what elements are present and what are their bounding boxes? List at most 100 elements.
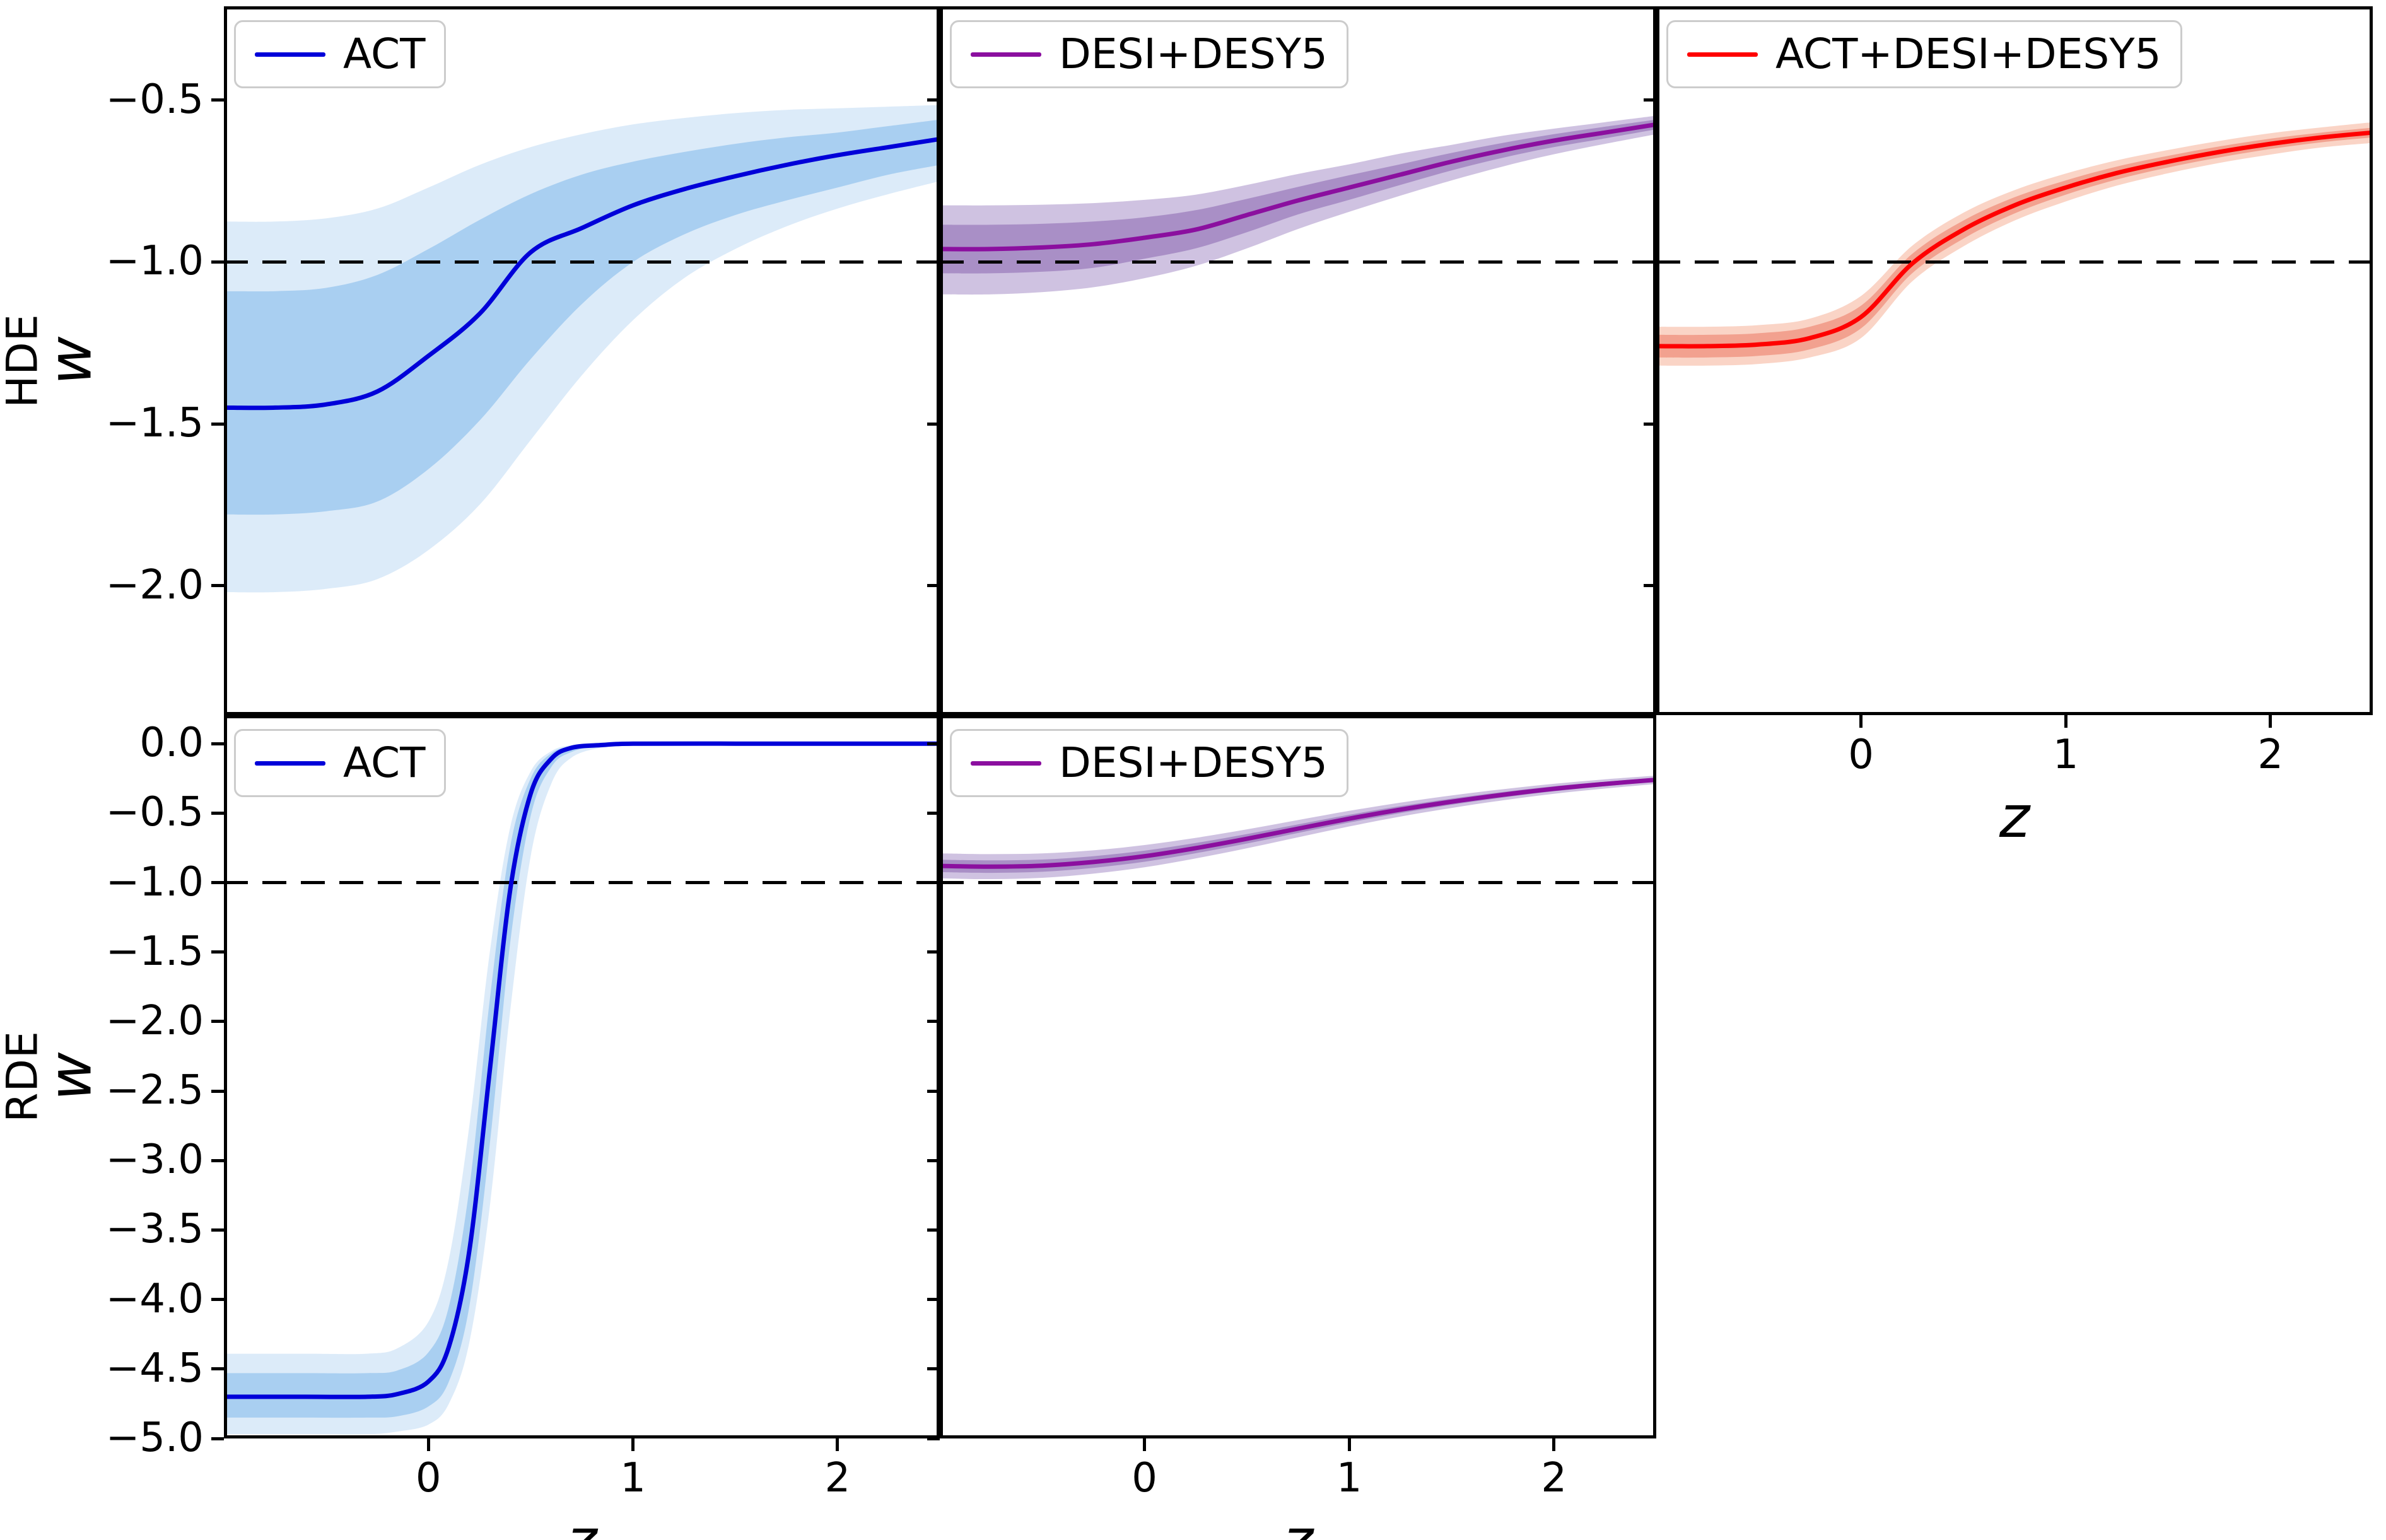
x-tick-label: 0 xyxy=(415,1455,442,1502)
y-tick-mark xyxy=(927,1437,940,1440)
y-tick-mark xyxy=(211,98,224,102)
y-tick-mark xyxy=(211,422,224,426)
legend-line-sample xyxy=(971,52,1041,57)
panel-plot-hde-act xyxy=(224,6,940,715)
x-tick-label: 1 xyxy=(1336,1455,1362,1502)
median-curve xyxy=(224,136,940,411)
x-tick-mark xyxy=(2064,715,2067,728)
x-tick-mark xyxy=(1143,1438,1147,1451)
legend-label: ACT+DESI+DESY5 xyxy=(1775,30,2161,78)
panel-border xyxy=(224,715,940,1438)
x-tick-mark xyxy=(836,1438,839,1451)
sigma1-band xyxy=(940,778,1656,873)
y-tick-label: −2.5 xyxy=(105,1067,204,1114)
panel-border xyxy=(224,6,940,715)
x-tick-label: 2 xyxy=(1541,1455,1567,1502)
legend-label: ACT xyxy=(343,738,426,787)
x-tick-label: 1 xyxy=(2052,732,2079,778)
y-tick-label: −1.0 xyxy=(105,858,204,906)
median-curve xyxy=(1656,130,2373,349)
axis-label-z: z xyxy=(1999,783,2030,851)
y-tick-mark xyxy=(927,1367,940,1371)
x-tick-label: 2 xyxy=(2257,732,2284,778)
legend-hde-desi-desy5: DESI+DESY5 xyxy=(950,20,1348,88)
median-curve xyxy=(940,778,1656,869)
y-tick-mark xyxy=(211,260,224,264)
legend-label: ACT xyxy=(343,30,426,78)
y-tick-label: −0.5 xyxy=(105,76,204,123)
y-tick-mark xyxy=(927,1020,940,1024)
y-tick-mark xyxy=(211,1367,224,1371)
x-tick-label: 1 xyxy=(620,1455,646,1502)
legend-line-sample xyxy=(1687,52,1758,57)
y-tick-label: −1.5 xyxy=(105,928,204,975)
panel-plot-rde-act xyxy=(224,715,940,1438)
y-tick-label: 0.0 xyxy=(139,720,204,767)
y-tick-mark xyxy=(211,1158,224,1162)
sigma2-band xyxy=(224,742,940,1435)
panel-plot-rde-desi-desy5 xyxy=(940,715,1656,1438)
y-tick-mark xyxy=(1644,422,1656,426)
y-tick-mark xyxy=(211,950,224,954)
legend-rde-desi-desy5: DESI+DESY5 xyxy=(950,729,1348,797)
x-tick-label: 0 xyxy=(1132,1455,1157,1502)
y-tick-label: −3.5 xyxy=(105,1206,204,1253)
legend-hde-act-desi-desy5: ACT+DESI+DESY5 xyxy=(1666,20,2182,88)
x-tick-mark xyxy=(1859,715,1863,728)
x-tick-label: 0 xyxy=(1848,732,1874,778)
y-tick-mark xyxy=(1644,584,1656,588)
sigma2-band xyxy=(1656,122,2373,366)
legend-line-sample xyxy=(255,52,325,57)
x-tick-mark xyxy=(1552,1438,1556,1451)
y-tick-mark xyxy=(211,1298,224,1302)
sigma1-band xyxy=(224,743,940,1418)
x-tick-label: 2 xyxy=(824,1455,851,1502)
axis-label-z: z xyxy=(1283,1509,1313,1540)
x-tick-mark xyxy=(426,1438,430,1451)
legend-line-sample xyxy=(971,761,1041,766)
y-tick-label: −3.0 xyxy=(105,1136,204,1184)
y-tick-label: −5.0 xyxy=(105,1415,204,1461)
y-tick-label: −0.5 xyxy=(105,789,204,836)
y-tick-mark xyxy=(927,98,940,102)
panel-hde-act xyxy=(224,6,940,715)
y-tick-mark xyxy=(211,811,224,815)
x-tick-mark xyxy=(2269,715,2272,728)
y-tick-mark xyxy=(211,1020,224,1024)
y-tick-mark xyxy=(927,742,940,745)
x-tick-mark xyxy=(1347,1438,1351,1451)
y-tick-mark xyxy=(211,1089,224,1093)
panel-border xyxy=(940,6,1656,715)
y-tick-mark xyxy=(211,1437,224,1440)
y-tick-mark xyxy=(927,1228,940,1232)
ylabel-w-top: w xyxy=(36,336,105,385)
legend-label: DESI+DESY5 xyxy=(1059,30,1328,78)
panel-hde-desi-desy5 xyxy=(940,6,1656,715)
panel-rde-act xyxy=(224,715,940,1438)
y-tick-mark xyxy=(1644,260,1656,264)
y-tick-mark xyxy=(927,260,940,264)
y-tick-mark xyxy=(927,950,940,954)
y-tick-mark xyxy=(927,881,940,885)
panel-hde-act-desi-desy5 xyxy=(1656,6,2373,715)
legend-rde-act: ACT xyxy=(234,729,447,797)
y-tick-label: −4.0 xyxy=(105,1275,204,1322)
panel-border xyxy=(940,715,1656,1438)
legend-line-sample xyxy=(255,761,325,766)
axis-label-z: z xyxy=(566,1509,597,1540)
y-tick-mark xyxy=(927,584,940,588)
y-tick-mark xyxy=(927,422,940,426)
y-tick-label: −2.0 xyxy=(105,561,204,609)
y-tick-mark xyxy=(1644,98,1656,102)
y-tick-mark xyxy=(211,584,224,588)
median-curve xyxy=(224,741,940,1399)
y-tick-label: −4.5 xyxy=(105,1345,204,1392)
y-tick-mark xyxy=(211,881,224,885)
median-curve xyxy=(940,122,1656,252)
x-tick-mark xyxy=(631,1438,635,1451)
legend-hde-act: ACT xyxy=(234,20,447,88)
y-tick-mark xyxy=(927,1089,940,1093)
sigma1-band xyxy=(224,119,940,515)
panel-plot-hde-desi-desy5 xyxy=(940,6,1656,715)
